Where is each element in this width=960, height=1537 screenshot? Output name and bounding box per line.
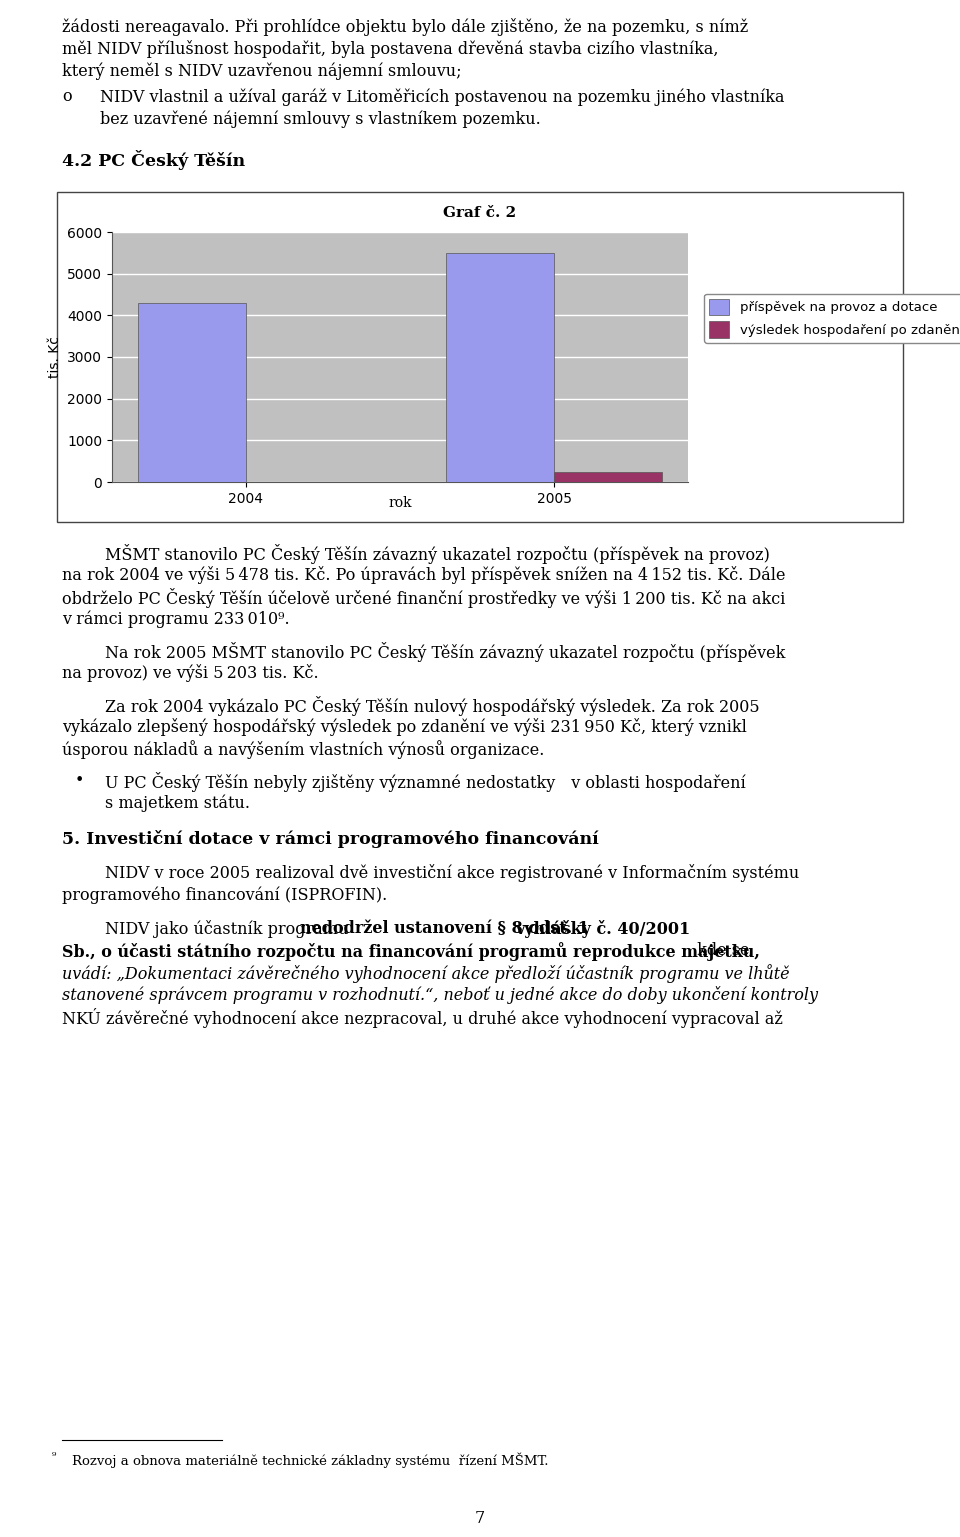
Text: Rozvoj a obnova materiálně technické základny systému  řízení MŠMT.: Rozvoj a obnova materiálně technické zák… (72, 1452, 548, 1468)
Text: Graf č. 2: Graf č. 2 (444, 206, 516, 220)
Text: na provoz) ve výši 5 203 tis. Kč.: na provoz) ve výši 5 203 tis. Kč. (62, 664, 319, 682)
Text: NIDV vlastnil a užíval garáž v Litoměřicích postavenou na pozemku jiného vlastní: NIDV vlastnil a užíval garáž v Litoměřic… (100, 88, 784, 106)
Text: vyhlášky č. 40/2001: vyhlášky č. 40/2001 (515, 921, 690, 938)
Y-axis label: tis. Kč: tis. Kč (48, 337, 61, 378)
Text: kde se: kde se (692, 942, 750, 959)
Text: úsporou nákladů a navýšením vlastních výnosů organizace.: úsporou nákladů a navýšením vlastních vý… (62, 739, 544, 759)
Text: který neměl s NIDV uzavřenou nájemní smlouvu;: který neměl s NIDV uzavřenou nájemní sml… (62, 61, 462, 80)
Text: NIDV v roce 2005 realizoval dvě investiční akce registrované v Informačním systé: NIDV v roce 2005 realizoval dvě investič… (105, 864, 800, 882)
Text: Sb., o účasti státního rozpočtu na financování programů reprodukce majetku,: Sb., o účasti státního rozpočtu na finan… (62, 942, 760, 961)
Text: v rámci programu 233 010⁹.: v rámci programu 233 010⁹. (62, 610, 290, 627)
Text: rok: rok (388, 496, 412, 510)
Text: na rok 2004 ve výši 5 478 tis. Kč. Po úpravách byl příspěvek snížen na 4 152 tis: na rok 2004 ve výši 5 478 tis. Kč. Po úp… (62, 566, 785, 584)
Text: NIDV jako účastník programu: NIDV jako účastník programu (105, 921, 353, 938)
Text: ⁹: ⁹ (52, 1452, 57, 1462)
Bar (138, 303, 246, 483)
Text: MŠMT stanovilo PC Český Těšín závazný ukazatel rozpočtu (příspěvek na provoz): MŠMT stanovilo PC Český Těšín závazný uk… (105, 544, 770, 564)
Text: 5. Investiční dotace v rámci programového financování: 5. Investiční dotace v rámci programovéh… (62, 830, 599, 848)
Legend: příspěvek na provoz a dotace, výsledek hospodaření po zdanění: příspěvek na provoz a dotace, výsledek h… (705, 294, 960, 343)
Text: bez uzavřené nájemní smlouvy s vlastníkem pozemku.: bez uzavřené nájemní smlouvy s vlastníke… (100, 111, 540, 128)
Text: s majetkem státu.: s majetkem státu. (105, 795, 250, 812)
Text: •: • (75, 772, 84, 788)
Text: stanovené správcem programu v rozhodnutí.“, neboť u jedné akce do doby ukončení : stanovené správcem programu v rozhodnutí… (62, 987, 818, 1004)
Text: měl NIDV přílušnost hospodařit, byla postavena dřevěná stavba cizího vlastníka,: měl NIDV přílušnost hospodařit, byla pos… (62, 40, 718, 58)
Text: U PC Český Těšín nebyly zjištěny významné nedostatky v oblasti hospodaření: U PC Český Těšín nebyly zjištěny významn… (105, 772, 746, 792)
Text: žádosti nereagavalo. Při prohlídce objektu bylo dále zjištěno, že na pozemku, s : žádosti nereagavalo. Při prohlídce objek… (62, 18, 748, 35)
Text: uvádí: „Dokumentaci závěrečného vyhodnocení akce předloží účastník programu ve l: uvádí: „Dokumentaci závěrečného vyhodnoc… (62, 964, 790, 982)
Bar (446, 252, 554, 483)
Text: o: o (62, 88, 72, 105)
Text: obdrželo PC Český Těšín účelově určené finanční prostředky ve výši 1 200 tis. Kč: obdrželo PC Český Těšín účelově určené f… (62, 589, 785, 609)
Text: 4.2 PC Český Těšín: 4.2 PC Český Těšín (62, 151, 245, 171)
Text: Na rok 2005 MŠMT stanovilo PC Český Těšín závazný ukazatel rozpočtu (příspěvek: Na rok 2005 MŠMT stanovilo PC Český Těší… (105, 642, 785, 662)
Bar (554, 472, 661, 483)
Text: vykázalo zlepšený hospodářský výsledek po zdanění ve výši 231 950 Kč, který vzni: vykázalo zlepšený hospodářský výsledek p… (62, 718, 747, 736)
Bar (57, 192, 903, 523)
Text: Za rok 2004 vykázalo PC Český Těšín nulový hospodářský výsledek. Za rok 2005: Za rok 2004 vykázalo PC Český Těšín nulo… (105, 696, 759, 716)
Text: nedodržel ustanovení § 8 odst. 1: nedodržel ustanovení § 8 odst. 1 (300, 921, 594, 938)
Text: 7: 7 (475, 1509, 485, 1526)
Text: NKÚ závěrečné vyhodnocení akce nezpracoval, u druhé akce vyhodnocení vypracoval : NKÚ závěrečné vyhodnocení akce nezpracov… (62, 1008, 782, 1028)
Text: programového financování (ISPROFIN).: programového financování (ISPROFIN). (62, 885, 387, 904)
